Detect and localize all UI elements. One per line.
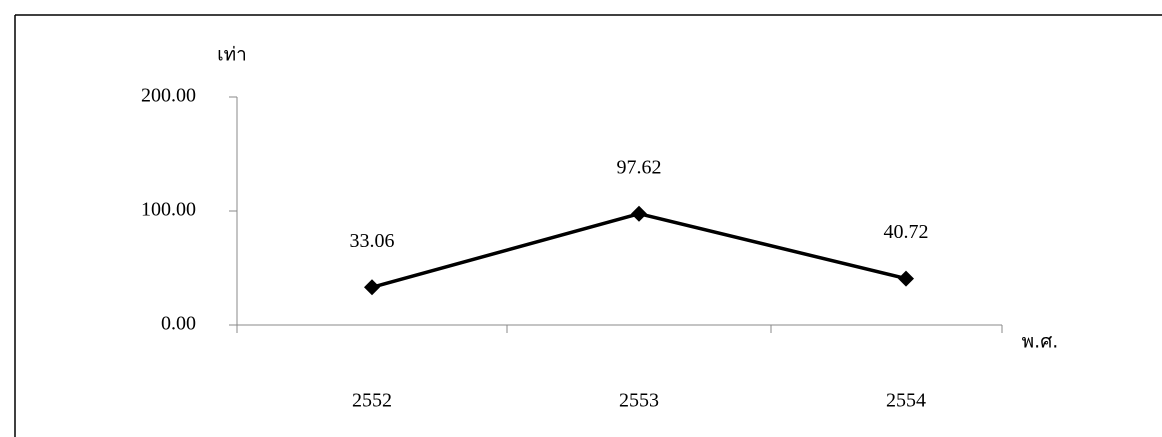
data-label: 40.72 (884, 221, 929, 243)
line (371, 211, 907, 289)
point (631, 205, 647, 222)
y-tick-label: 0.00 (161, 313, 196, 335)
data-label: 33.06 (350, 230, 395, 252)
y-axis-title: เท่า (217, 44, 247, 66)
point (364, 279, 380, 296)
x-axis-title: พ.ศ. (1022, 331, 1059, 353)
x-tick-label: 2554 (886, 390, 926, 412)
x-tick-label: 2552 (352, 390, 392, 412)
x-tick-label: 2553 (619, 390, 659, 412)
data-label: 97.62 (617, 156, 662, 178)
point (898, 270, 914, 287)
y-tick-label: 200.00 (141, 85, 196, 107)
y-tick-label: 100.00 (141, 199, 196, 221)
